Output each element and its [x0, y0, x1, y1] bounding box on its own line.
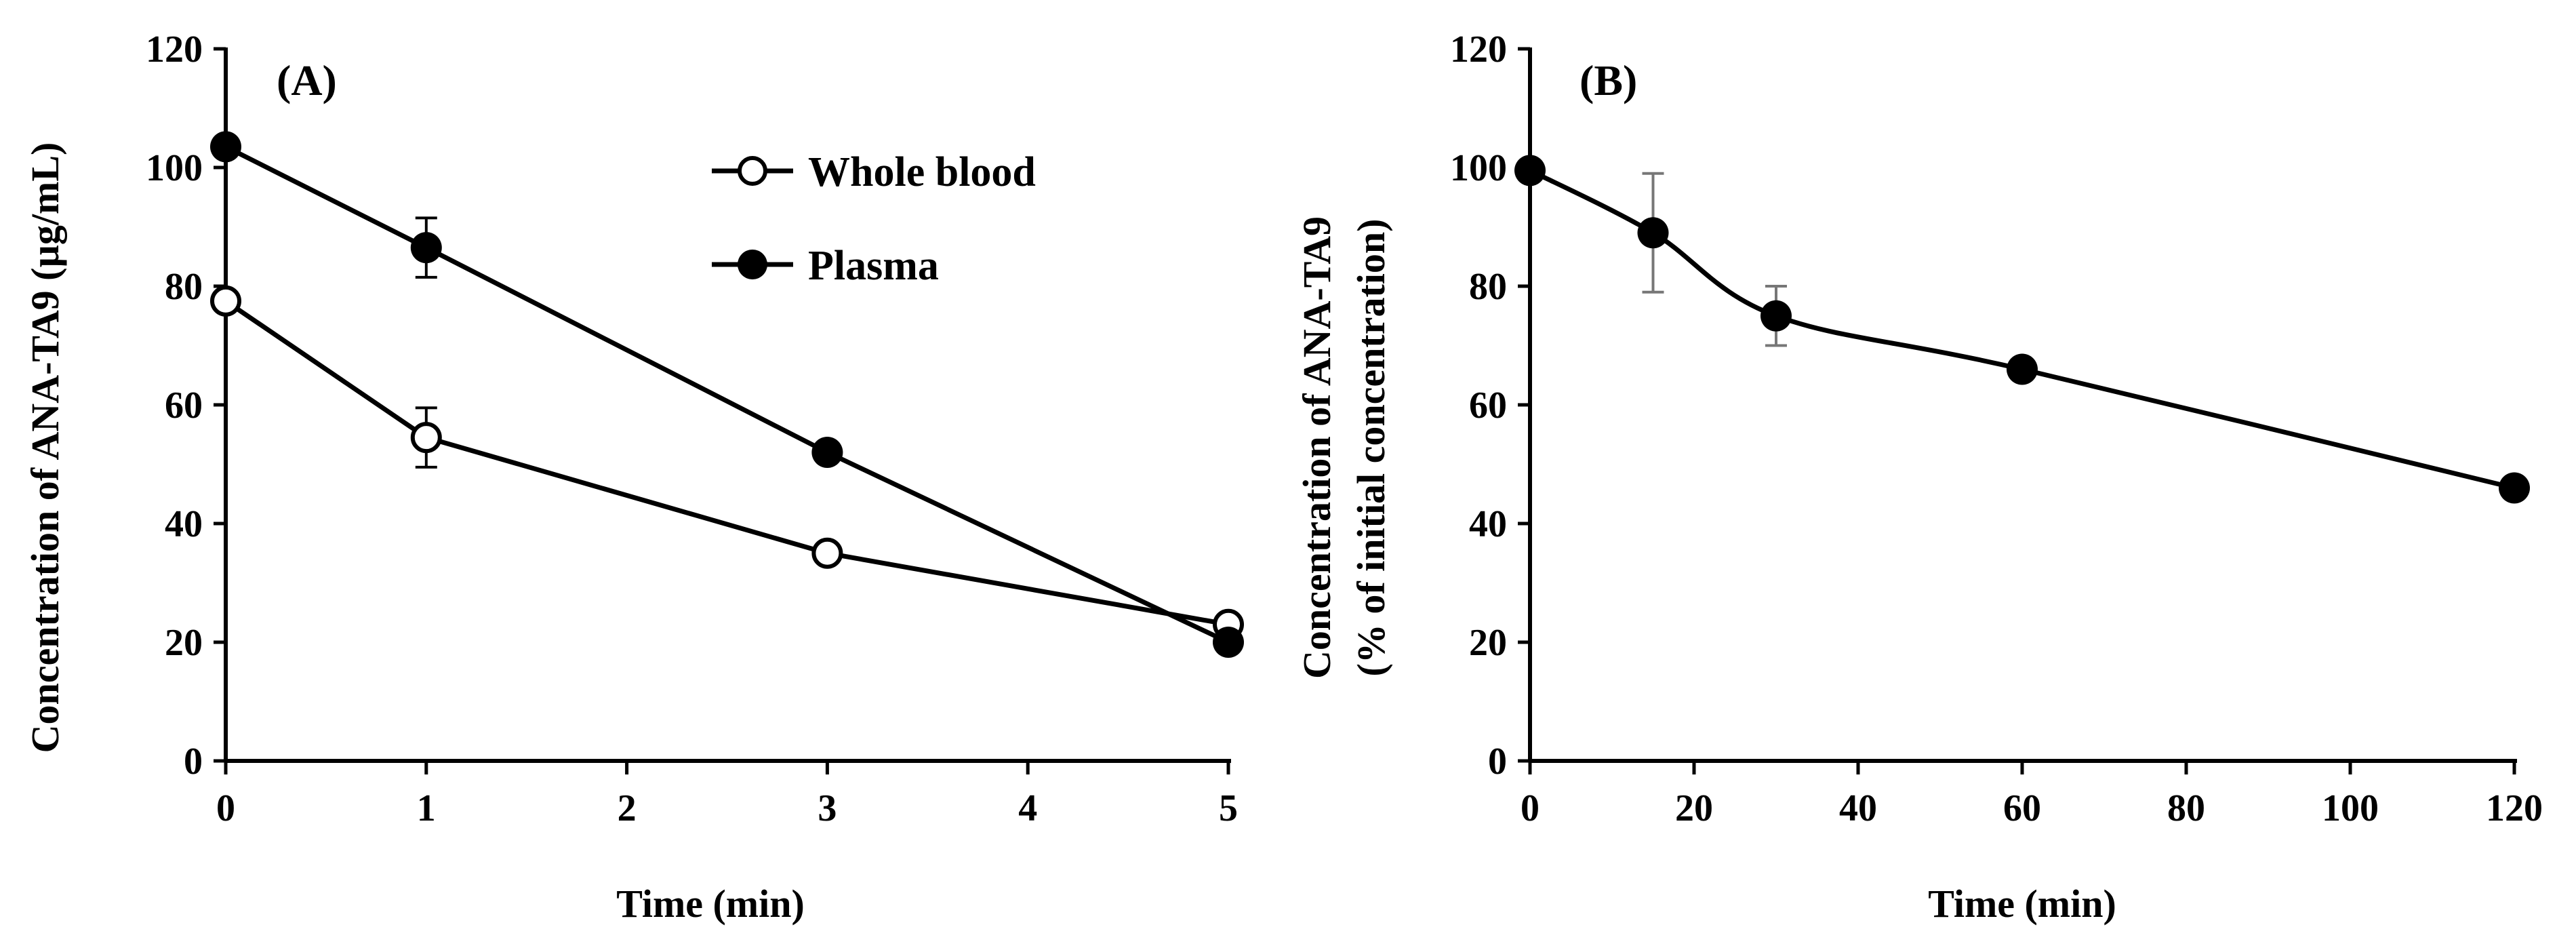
chart-panel-a: (A) Whole blood Plasma Time (min) Concen…	[23, 28, 1244, 926]
data-point-whole-blood	[811, 537, 843, 569]
series-line-ana-ta9	[1529, 168, 2515, 490]
x-tick-label-b: 20	[1675, 787, 1713, 829]
y-tick-label-a: 20	[165, 622, 203, 664]
data-point-plasma	[1213, 627, 1244, 658]
data-point-ana-ta9	[2007, 353, 2038, 385]
y-tick-label-b: 120	[1450, 28, 1507, 71]
data-point-whole-blood	[210, 285, 241, 317]
x-tick-label-b: 60	[2003, 787, 2041, 829]
data-point-whole-blood	[410, 422, 442, 454]
x-tick-label-b: 120	[2486, 787, 2543, 829]
y-tick-label-b: 20	[1469, 622, 1507, 664]
y-tick-label-a: 40	[165, 503, 203, 545]
data-point-ana-ta9	[1760, 300, 1792, 332]
y-axis-title-b-line1: Concentration of ANA-TA9	[1295, 216, 1339, 679]
y-tick-label-b: 80	[1469, 266, 1507, 308]
x-tick-label-a: 3	[818, 787, 837, 829]
panel-label-a: (A)	[277, 56, 337, 104]
x-tick-label-b: 0	[1521, 787, 1539, 829]
y-tick-label-a: 0	[184, 741, 203, 783]
y-tick-label-a: 60	[165, 385, 203, 427]
y-tick-label-a: 100	[146, 147, 203, 189]
y-tick-label-a: 80	[165, 266, 203, 308]
x-tick-label-a: 4	[1018, 787, 1037, 829]
legend-whole-blood-label: Whole blood	[808, 149, 1036, 195]
legend-plasma-marker	[738, 250, 767, 279]
data-point-plasma	[811, 437, 843, 468]
chart-panel-b: (B) Time (min) Concentration of ANA-TA9 …	[1295, 28, 2543, 926]
legend-plasma-label: Plasma	[808, 243, 939, 289]
y-tick-label-b: 100	[1450, 147, 1507, 189]
series-line-plasma	[224, 144, 1230, 645]
data-point-ana-ta9	[1514, 155, 1546, 186]
x-axis-title-b: Time (min)	[1928, 882, 2116, 926]
x-tick-label-b: 100	[2322, 787, 2379, 829]
x-tick-label-a: 1	[417, 787, 436, 829]
y-tick-label-b: 0	[1488, 741, 1507, 783]
y-tick-label-b: 60	[1469, 385, 1507, 427]
data-point-ana-ta9	[2499, 472, 2530, 504]
y-tick-label-b: 40	[1469, 503, 1507, 545]
data-point-ana-ta9	[1637, 217, 1669, 249]
series-line-whole-blood	[224, 298, 1229, 627]
x-axis-title-a: Time (min)	[616, 882, 805, 926]
legend: Whole blood Plasma	[712, 149, 1036, 289]
x-tick-label-a: 0	[216, 787, 235, 829]
x-tick-label-b: 80	[2167, 787, 2205, 829]
x-tick-label-a: 5	[1219, 787, 1238, 829]
y-axis-title-b-line2: (% of initial concentration)	[1349, 219, 1393, 677]
data-point-plasma	[410, 232, 442, 264]
x-tick-label-b: 40	[1839, 787, 1877, 829]
y-axis-title-a: Concentration of ANA-TA9 (µg/mL)	[23, 142, 67, 753]
y-tick-label-a: 120	[146, 28, 203, 71]
data-point-plasma	[210, 131, 241, 163]
panel-label-b: (B)	[1579, 56, 1637, 104]
legend-whole-blood-marker	[738, 156, 767, 186]
x-tick-label-a: 2	[618, 787, 637, 829]
